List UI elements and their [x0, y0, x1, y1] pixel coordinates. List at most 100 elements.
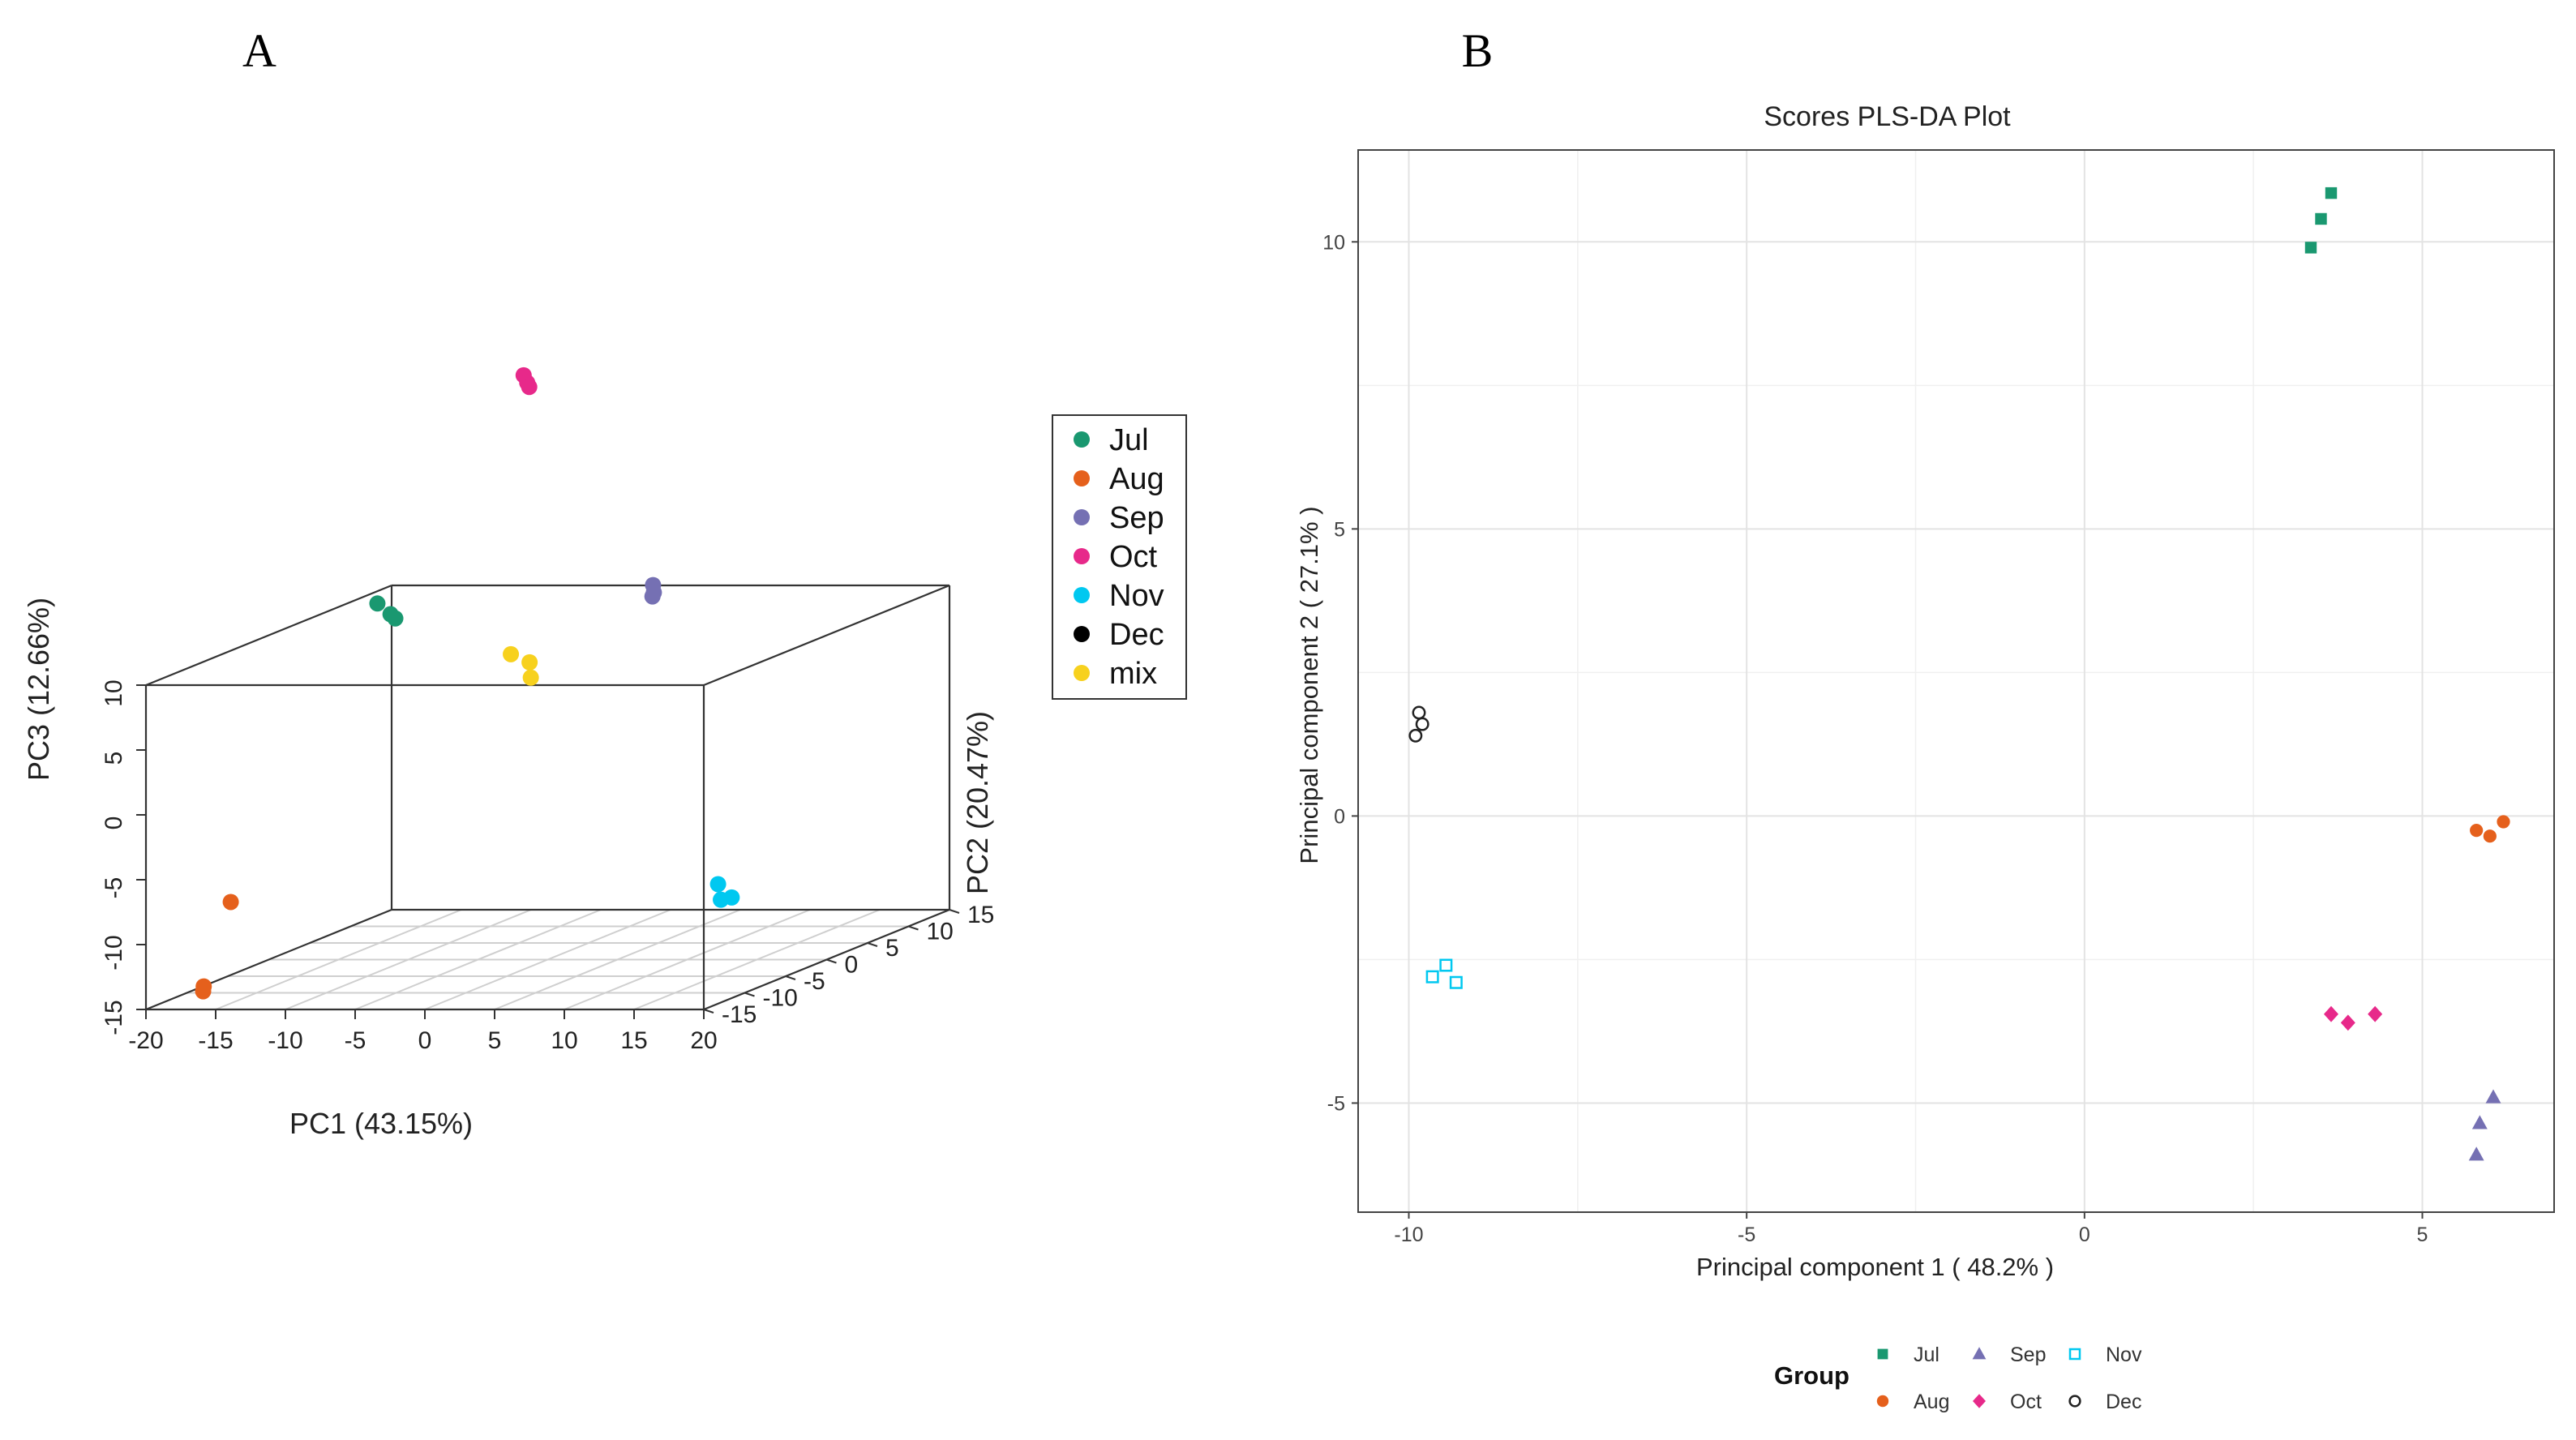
point-oct [2340, 1014, 2355, 1031]
legend-marker-jul [1877, 1348, 1888, 1360]
point-oct [2368, 1005, 2383, 1022]
legend-marker-sep [1074, 509, 1090, 525]
legend-label-mix: mix [1109, 657, 1157, 691]
legend-marker-oct [1074, 548, 1090, 564]
y-tick-label: -5 [804, 968, 825, 995]
chart-title: Scores PLS-DA Plot [1764, 101, 2011, 132]
y-tick-label: -15 [722, 1001, 757, 1028]
legend-label-sep: Sep [1109, 501, 1164, 535]
x-tick-label: 5 [2417, 1224, 2428, 1246]
x-tick-label: 0 [418, 1027, 432, 1054]
y-tick-mark [826, 958, 837, 964]
legend-label-dec: Dec [1109, 618, 1164, 652]
point-oct [521, 379, 538, 396]
legend-marker-jul [1074, 431, 1090, 448]
z-tick-label: 0 [101, 816, 127, 830]
point-dec [1415, 717, 1429, 731]
point-mix [503, 645, 520, 662]
y-tick-label: 5 [885, 935, 899, 962]
plot-border [1357, 149, 2555, 1213]
point-sep [2485, 1089, 2501, 1104]
box-edge [145, 584, 392, 687]
z-axis-label: PC3 (12.66%) [22, 598, 55, 781]
legend-marker-nov [2068, 1348, 2081, 1361]
x-tick-label: -20 [128, 1027, 163, 1054]
point-jul [369, 595, 386, 612]
x-tick-label: -10 [268, 1027, 302, 1054]
x-tick-label: 15 [620, 1027, 647, 1054]
legend-marker-mix [1074, 665, 1090, 681]
legend-label-sep: Sep [2010, 1344, 2046, 1366]
pca-3d-legend: Jul Aug Sep Oct Nov Dec mix [1052, 414, 1187, 700]
point-jul [2315, 212, 2327, 225]
point-aug [2497, 815, 2510, 829]
legend-label-nov: Nov [2106, 1344, 2142, 1366]
legend-marker-dec [2068, 1395, 2081, 1408]
panel-a-label: A [242, 24, 276, 77]
point-sep [645, 584, 662, 601]
legend-marker-dec [1074, 626, 1090, 642]
point-aug [2483, 829, 2497, 843]
z-tick-label: -5 [101, 877, 127, 899]
legend-marker-aug [1074, 470, 1090, 486]
y-tick-label: 10 [1322, 231, 1345, 254]
point-jul [387, 610, 404, 627]
point-nov [1425, 970, 1439, 984]
point-mix [521, 654, 538, 671]
x-tick-label: -5 [1738, 1224, 1755, 1246]
y-tick-mark [744, 992, 755, 997]
y-tick-label: 0 [845, 952, 859, 979]
legend-label-dec: Dec [2106, 1391, 2141, 1413]
point-jul [2304, 242, 2317, 254]
y-axis-label: Principal component 2 ( 27.1% ) [1295, 506, 1323, 864]
legend-label-jul: Jul [1109, 423, 1149, 457]
box-edge [703, 584, 950, 687]
y-tick-mark [785, 975, 796, 980]
x-tick-label: 10 [551, 1027, 577, 1054]
y-tick-mark [703, 1009, 714, 1014]
pls-da-legend: Group Jul Aug Sep Oct Nov Dec [1774, 1344, 2142, 1413]
legend-label-nov: Nov [1109, 579, 1164, 613]
y-tick-label: 10 [927, 919, 954, 945]
y-tick-label: 15 [967, 902, 994, 928]
point-nov [1439, 958, 1453, 972]
x-tick-label: 0 [2079, 1224, 2090, 1246]
point-nov [1449, 975, 1463, 989]
legend-marker-oct [1973, 1394, 1986, 1408]
point-aug [195, 978, 212, 995]
legend-marker-sep [1972, 1347, 1987, 1360]
y-tick-mark [867, 942, 878, 947]
legend-label-oct: Oct [1109, 540, 1158, 574]
y-axis-label: PC2 (20.47%) [961, 711, 994, 894]
x-tick-label: -5 [345, 1027, 366, 1054]
legend-label-aug: Aug [1109, 462, 1164, 496]
z-tick-label: -10 [101, 935, 127, 970]
point-sep [2468, 1146, 2484, 1161]
x-tick-label: 20 [690, 1027, 717, 1054]
y-tick-label: 0 [1334, 805, 1345, 828]
x-tick-label: -15 [198, 1027, 233, 1054]
point-aug [2470, 824, 2484, 838]
y-tick-label: 5 [1334, 518, 1345, 541]
point-mix [522, 669, 539, 686]
point-oct [2324, 1005, 2338, 1022]
legend-label-jul: Jul [1914, 1344, 1940, 1366]
z-tick-label: 5 [101, 752, 127, 765]
box-edge [145, 908, 392, 1011]
point-jul [2325, 186, 2338, 199]
legend-label-oct: Oct [2010, 1391, 2042, 1413]
y-tick-mark [949, 909, 960, 914]
z-tick-label: -15 [101, 1000, 127, 1035]
y-tick-mark [908, 925, 919, 931]
point-dec [1408, 728, 1423, 743]
plot-panel [1357, 149, 2555, 1213]
pca-3d-scatter-chart: -20 -15 -10 -5 0 5 10 15 20-15-10-5051015-15-10-… [22, 366, 1081, 1140]
legend-title: Group [1774, 1361, 1849, 1390]
pls-da-scatter-chart: -10 -5 0 5 -5 0 5 10 Scores PLS-DA Plot Principal… [1295, 101, 2555, 1281]
point-sep [2471, 1115, 2488, 1129]
point-nov [709, 876, 727, 893]
point-nov [713, 891, 730, 908]
x-axis-label: Principal component 1 ( 48.2% ) [1696, 1253, 2054, 1281]
y-tick-label: -10 [763, 985, 798, 1012]
